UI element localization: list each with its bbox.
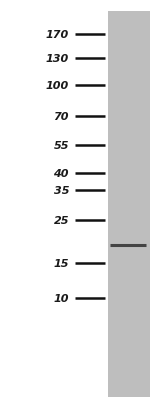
- Text: 10: 10: [54, 294, 69, 303]
- Text: 100: 100: [46, 81, 69, 91]
- Text: 70: 70: [54, 112, 69, 121]
- Text: 55: 55: [54, 140, 69, 150]
- Text: 170: 170: [46, 30, 69, 40]
- Text: 15: 15: [54, 259, 69, 269]
- Text: 40: 40: [54, 169, 69, 179]
- Text: 25: 25: [54, 216, 69, 226]
- Bar: [108, 12, 150, 397]
- Text: 130: 130: [46, 54, 69, 64]
- Text: 35: 35: [54, 185, 69, 195]
